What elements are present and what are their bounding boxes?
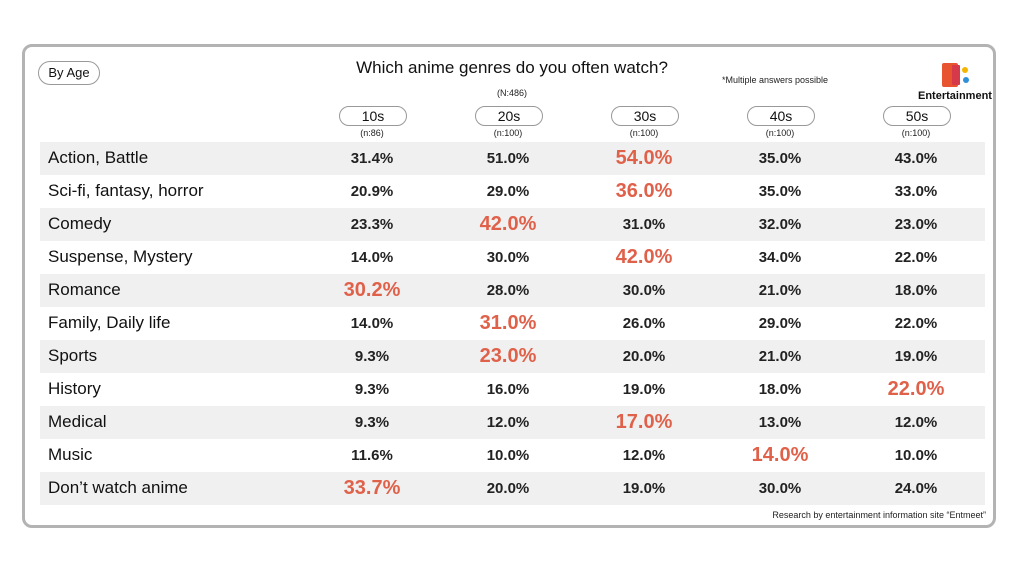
row-label: History bbox=[48, 379, 101, 398]
cell: 19.0% bbox=[622, 480, 666, 497]
cell: 24.0% bbox=[894, 480, 938, 497]
cell: 23.0% bbox=[479, 345, 537, 367]
sample-size: (N:486) bbox=[496, 88, 527, 98]
cell: 30.0% bbox=[758, 480, 802, 497]
cell: 42.0% bbox=[615, 246, 673, 268]
cell: 34.0% bbox=[758, 249, 802, 266]
cell: 36.0% bbox=[615, 180, 673, 202]
logo-dot bbox=[963, 77, 969, 83]
column-header: 40s bbox=[747, 106, 815, 126]
cell: 35.0% bbox=[758, 183, 802, 200]
cell: 20.0% bbox=[622, 348, 666, 365]
note: *Multiple answers possible bbox=[722, 75, 829, 85]
row-bg bbox=[40, 406, 985, 439]
column-header: 10s bbox=[339, 106, 407, 126]
row-label: Sports bbox=[48, 346, 98, 365]
column-header: 20s bbox=[475, 106, 543, 126]
row-bg bbox=[40, 472, 985, 505]
cell: 22.0% bbox=[887, 378, 945, 400]
cell: 20.9% bbox=[350, 183, 394, 200]
logo-shape bbox=[952, 65, 960, 85]
row-label: Comedy bbox=[48, 214, 112, 233]
row-label: Don’t watch anime bbox=[48, 478, 188, 497]
cell: 35.0% bbox=[758, 150, 802, 167]
cell: 23.0% bbox=[894, 216, 938, 233]
cell: 42.0% bbox=[479, 213, 537, 235]
cell: 14.0% bbox=[350, 249, 394, 266]
cell: 31.4% bbox=[350, 150, 394, 167]
cell: 11.6% bbox=[351, 447, 393, 464]
cell: 26.0% bbox=[622, 315, 666, 332]
cell: 23.3% bbox=[350, 216, 394, 233]
cell: 30.0% bbox=[622, 282, 666, 299]
row-bg bbox=[40, 142, 985, 175]
column-header: 50s bbox=[883, 106, 951, 126]
cell: 16.0% bbox=[486, 381, 530, 398]
cell: 9.3% bbox=[354, 381, 390, 398]
row-label: Music bbox=[48, 445, 93, 464]
cell: 9.3% bbox=[354, 348, 390, 365]
row-bg bbox=[40, 274, 985, 307]
badge: By Age bbox=[38, 61, 100, 85]
cell: 33.0% bbox=[894, 183, 938, 200]
cell: 9.3% bbox=[354, 414, 390, 431]
column-sample: (n:100) bbox=[765, 128, 795, 138]
cell: 30.0% bbox=[486, 249, 530, 266]
brand-logo bbox=[942, 63, 969, 87]
row-label: Suspense, Mystery bbox=[48, 247, 193, 266]
cell: 14.0% bbox=[751, 444, 809, 466]
cell: 43.0% bbox=[894, 150, 938, 167]
cell: 21.0% bbox=[758, 282, 802, 299]
cell: 51.0% bbox=[486, 150, 530, 167]
cell: 28.0% bbox=[486, 282, 530, 299]
column-sample: (n:100) bbox=[493, 128, 523, 138]
cell: 10.0% bbox=[486, 447, 530, 464]
cell: 18.0% bbox=[758, 381, 802, 398]
brand: Entertainment bbox=[918, 90, 992, 102]
cell: 29.0% bbox=[486, 183, 530, 200]
cell: 22.0% bbox=[894, 315, 938, 332]
cell: 31.0% bbox=[622, 216, 666, 233]
cell: 32.0% bbox=[758, 216, 802, 233]
cell: 14.0% bbox=[350, 315, 394, 332]
cell: 31.0% bbox=[479, 312, 537, 334]
cell: 18.0% bbox=[894, 282, 938, 299]
cell: 12.0% bbox=[486, 414, 530, 431]
row-bg bbox=[40, 340, 985, 373]
cell: 19.0% bbox=[622, 381, 666, 398]
row-label: Family, Daily life bbox=[48, 313, 171, 332]
cell: 29.0% bbox=[758, 315, 802, 332]
column-sample: (n:86) bbox=[360, 128, 384, 138]
frame bbox=[22, 44, 996, 528]
row-label: Romance bbox=[48, 280, 121, 299]
cell: 12.0% bbox=[622, 447, 666, 464]
row-label: Sci-fi, fantasy, horror bbox=[48, 181, 204, 200]
cell: 21.0% bbox=[758, 348, 802, 365]
cell: 17.0% bbox=[615, 411, 673, 433]
logo-dot bbox=[962, 67, 968, 73]
cell: 19.0% bbox=[894, 348, 938, 365]
footer: Research by entertainment information si… bbox=[772, 510, 986, 520]
cell: 10.0% bbox=[894, 447, 938, 464]
title: Which anime genres do you often watch? bbox=[356, 58, 668, 77]
cell: 22.0% bbox=[894, 249, 938, 266]
column-sample: (n:100) bbox=[629, 128, 659, 138]
cell: 33.7% bbox=[343, 477, 401, 499]
column-sample: (n:100) bbox=[901, 128, 931, 138]
cell: 20.0% bbox=[486, 480, 530, 497]
cell: 30.2% bbox=[343, 279, 401, 301]
row-label: Action, Battle bbox=[48, 148, 149, 167]
cell: 54.0% bbox=[615, 147, 673, 169]
column-header: 30s bbox=[611, 106, 679, 126]
row-label: Medical bbox=[48, 412, 107, 431]
row-bg bbox=[40, 208, 985, 241]
cell: 13.0% bbox=[758, 414, 802, 431]
cell: 12.0% bbox=[894, 414, 938, 431]
